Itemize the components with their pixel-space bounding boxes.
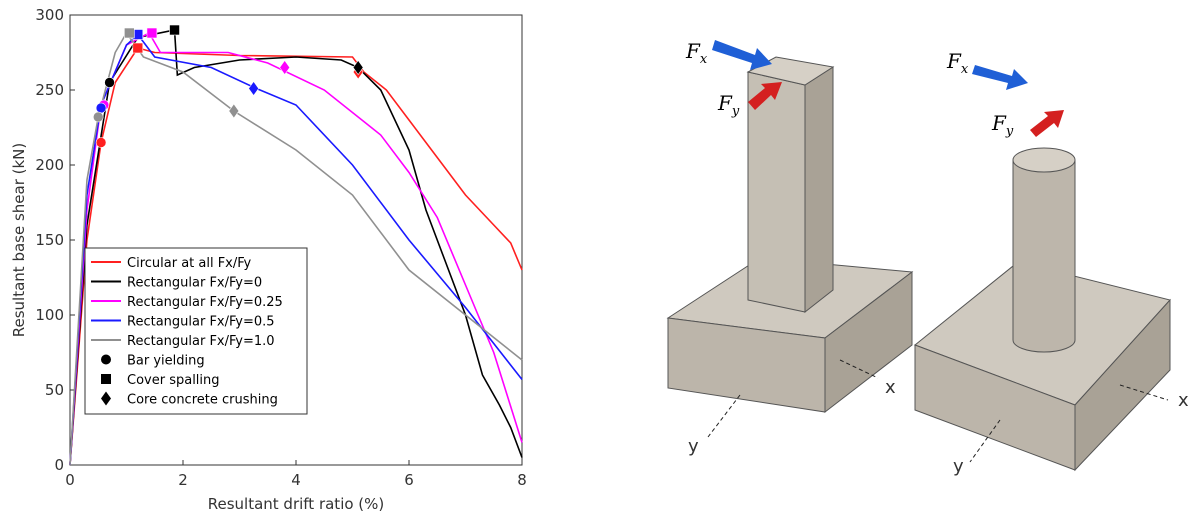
marker — [229, 104, 239, 118]
y-tick-label: 50 — [45, 381, 64, 399]
x-tick-label: 0 — [65, 471, 75, 489]
page: Resultant drift ratio (%) Resultant base… — [0, 0, 1193, 523]
legend-label: Rectangular Fx/Fy=0.5 — [127, 315, 275, 330]
y-tick-label: 300 — [35, 6, 64, 24]
column-side — [805, 67, 833, 312]
diagram: Fx Fy Fx Fy x y x y — [668, 39, 1189, 477]
x-axis-label: Resultant drift ratio (%) — [208, 495, 385, 513]
y-tick-label: 200 — [35, 156, 64, 174]
axis-line — [708, 395, 740, 437]
force-label: Fy — [991, 111, 1014, 139]
force-label: Fy — [717, 91, 740, 119]
marker — [93, 112, 103, 122]
marker — [105, 78, 115, 88]
legend-label: Core concrete crushing — [127, 393, 278, 408]
legend-box — [85, 248, 307, 414]
marker — [249, 82, 259, 96]
legend-label: Bar yielding — [127, 354, 205, 369]
column-top — [1013, 148, 1075, 172]
marker — [170, 25, 180, 35]
marker — [101, 374, 111, 384]
legend-label: Circular at all Fx/Fy — [127, 256, 252, 271]
force-label: Fx — [685, 39, 708, 67]
x-tick-label: 2 — [178, 471, 188, 489]
axis-name: y — [688, 436, 699, 457]
x-tick-label: 4 — [291, 471, 301, 489]
y-axis-label: Resultant base shear (kN) — [10, 143, 28, 338]
y-tick-label: 100 — [35, 306, 64, 324]
figure: Resultant drift ratio (%) Resultant base… — [0, 0, 1193, 523]
axis-name: x — [1178, 390, 1189, 411]
axis-name: x — [885, 377, 896, 398]
y-tick-label: 250 — [35, 81, 64, 99]
y-tick-label: 0 — [54, 456, 64, 474]
marker — [133, 43, 143, 53]
marker — [96, 138, 106, 148]
x-tick-label: 6 — [404, 471, 414, 489]
force-label: Fx — [946, 49, 969, 77]
column-body — [1013, 160, 1075, 352]
legend-label: Cover spalling — [127, 373, 220, 388]
marker — [96, 103, 106, 113]
x-tick-label: 8 — [517, 471, 527, 489]
legend-label: Rectangular Fx/Fy=1.0 — [127, 334, 275, 349]
marker — [124, 28, 134, 38]
arrow-fx — [712, 40, 772, 70]
marker — [101, 355, 111, 365]
axis-name: y — [953, 456, 964, 477]
arrow-fx — [972, 65, 1028, 90]
marker — [147, 28, 157, 38]
legend-label: Rectangular Fx/Fy=0 — [127, 276, 262, 291]
arrow-fy — [1030, 110, 1064, 137]
y-tick-label: 150 — [35, 231, 64, 249]
legend-label: Rectangular Fx/Fy=0.25 — [127, 295, 283, 310]
